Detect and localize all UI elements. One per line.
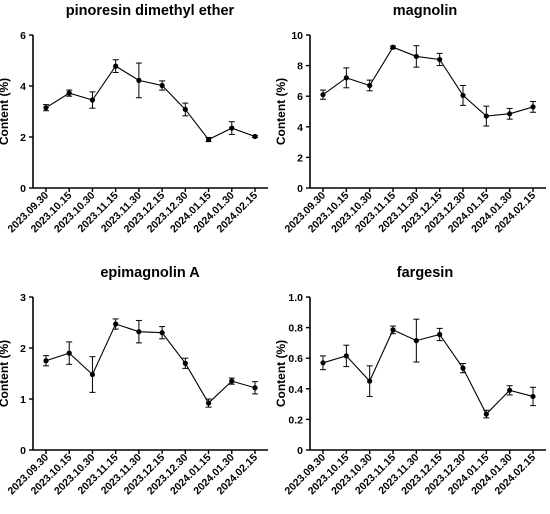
chart-title: pinoresin dimethyl ether <box>66 3 235 19</box>
data-point <box>390 327 396 333</box>
data-point <box>437 331 443 338</box>
y-tick-label: 0.4 <box>288 384 303 396</box>
data-point <box>530 104 536 110</box>
y-tick-label: 8 <box>297 61 303 73</box>
data-point <box>507 111 513 117</box>
data-point <box>507 387 513 393</box>
series-line <box>322 329 534 415</box>
series-line <box>322 46 534 117</box>
data-point <box>182 360 188 366</box>
data-point <box>136 329 142 335</box>
y-axis-label: Content (%) <box>0 78 11 145</box>
y-tick-label: 10 <box>291 30 303 42</box>
data-point <box>43 105 49 111</box>
data-point <box>390 44 396 50</box>
data-point <box>205 136 212 143</box>
data-point <box>229 125 235 131</box>
data-point <box>460 92 466 99</box>
data-point <box>413 53 419 60</box>
data-point <box>460 365 466 371</box>
y-tick-label: 1.0 <box>288 292 303 304</box>
data-point <box>136 77 142 83</box>
data-point <box>252 385 258 391</box>
data-point <box>182 106 188 113</box>
data-point <box>320 360 326 366</box>
y-axis-label: Content (%) <box>274 340 288 407</box>
data-point <box>530 393 536 400</box>
data-point <box>159 330 165 336</box>
data-point <box>252 133 258 140</box>
y-tick-label: 2 <box>297 152 303 164</box>
series-line <box>45 65 256 141</box>
y-tick-label: 6 <box>297 91 303 103</box>
y-axis-label: Content (%) <box>274 78 288 145</box>
y-tick-label: 2 <box>20 132 26 144</box>
y-tick-label: 2 <box>20 343 26 355</box>
data-point <box>367 378 373 384</box>
data-point <box>66 90 72 96</box>
chart-title: fargesin <box>397 265 453 281</box>
data-point <box>413 338 419 344</box>
y-tick-label: 4 <box>20 81 26 93</box>
data-point <box>159 82 165 89</box>
chart-title: magnolin <box>393 3 457 19</box>
y-tick-label: 0 <box>20 183 26 195</box>
y-tick-label: 6 <box>20 30 26 42</box>
y-tick-label: 0.6 <box>288 353 303 365</box>
data-point <box>229 378 235 384</box>
data-point <box>113 63 119 69</box>
data-point <box>343 75 349 81</box>
y-tick-label: 0 <box>297 445 303 457</box>
data-point <box>343 353 349 359</box>
data-point <box>483 411 489 417</box>
data-point <box>43 358 49 364</box>
data-point <box>66 350 72 356</box>
data-point <box>437 56 443 63</box>
series-line <box>45 323 256 404</box>
data-point <box>89 97 96 103</box>
y-tick-label: 0 <box>20 445 26 457</box>
y-tick-label: 1 <box>20 394 26 406</box>
chart-title: epimagnolin A <box>100 265 200 281</box>
y-tick-label: 0.2 <box>288 414 303 426</box>
data-point <box>367 82 373 89</box>
y-axis-label: Content (%) <box>0 340 11 407</box>
data-point <box>483 113 489 119</box>
y-tick-label: 3 <box>20 292 26 304</box>
data-point <box>89 371 96 378</box>
data-point <box>205 400 212 406</box>
y-tick-label: 4 <box>297 122 303 134</box>
data-point <box>113 321 119 327</box>
y-tick-label: 0 <box>297 183 303 195</box>
y-tick-label: 0.8 <box>288 323 303 335</box>
data-point <box>320 92 326 98</box>
